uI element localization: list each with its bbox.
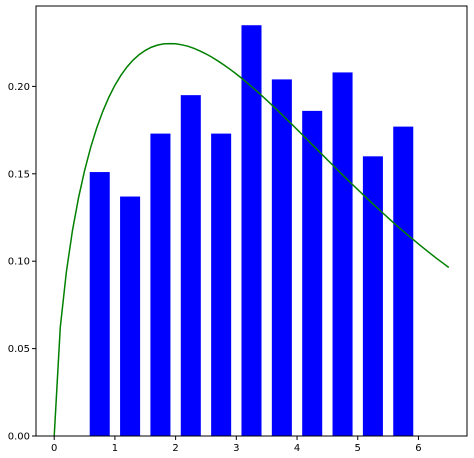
x-tick-label: 3: [233, 443, 239, 454]
histogram-bar: [271, 79, 292, 436]
x-tick-label: 6: [415, 443, 421, 454]
histogram-bar: [150, 133, 171, 436]
y-axis: 0.00 0.05 0.10 0.15 0.20: [8, 82, 36, 443]
histogram-bar: [332, 72, 353, 437]
x-tick-label: 0: [51, 443, 57, 454]
histogram-bar: [362, 156, 383, 436]
histogram-bar: [120, 196, 141, 436]
x-tick-label: 4: [294, 443, 300, 454]
histogram-bar: [241, 25, 262, 436]
x-tick-label: 1: [112, 443, 118, 454]
axes-frame: [35, 5, 468, 437]
x-tick-label: 2: [172, 443, 178, 454]
x-tick-label: 5: [355, 443, 361, 454]
density-curve-line: [53, 42, 450, 437]
y-tick-label: 0.15: [8, 169, 30, 180]
y-tick-label: 0.05: [8, 344, 30, 355]
histogram-bar: [89, 172, 110, 436]
y-tick-label: 0.00: [8, 432, 30, 443]
histogram-bar: [211, 133, 232, 436]
y-tick-label: 0.20: [8, 82, 30, 93]
y-tick-label: 0.10: [8, 257, 30, 268]
histogram-bar: [393, 126, 414, 437]
bars-layer: [89, 25, 414, 437]
x-axis: 0 1 2 3 4 5 6: [51, 436, 422, 454]
histogram-bar: [180, 95, 201, 437]
plot-area: [35, 5, 468, 437]
histogram-bar: [302, 110, 323, 436]
